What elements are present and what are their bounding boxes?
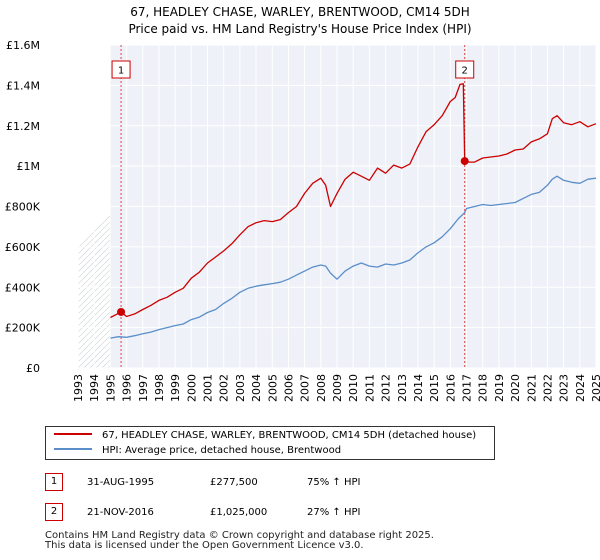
- x-tick-label: 2017: [461, 374, 474, 402]
- x-tick-label: 2023: [558, 374, 571, 402]
- sale-point-marker: [460, 157, 469, 166]
- x-tick-label: 2020: [509, 374, 522, 402]
- legend-label-hpi: HPI: Average price, detached house, Bren…: [102, 445, 342, 456]
- x-tick-label: 2024: [574, 374, 587, 402]
- transaction-hpi-change: 27% ↑ HPI: [307, 507, 361, 518]
- transaction-badge: 2: [45, 503, 63, 521]
- x-tick-label: 2005: [266, 374, 279, 402]
- legend-swatch-property: [54, 433, 92, 435]
- sale-point-marker: [117, 307, 126, 316]
- y-tick-label: £1.6M: [6, 39, 40, 52]
- x-tick-label: 2009: [331, 374, 344, 402]
- y-tick-label: £800K: [5, 201, 41, 214]
- y-tick-label: £1.4M: [6, 79, 40, 92]
- transaction-date: 21-NOV-2016: [87, 507, 154, 518]
- x-tick-label: 2022: [541, 374, 554, 402]
- hatch-line: [78, 311, 111, 345]
- chart-subtitle: Price paid vs. HM Land Registry's House …: [128, 22, 472, 36]
- x-tick-label: 2015: [428, 374, 441, 402]
- hatch-line: [78, 287, 111, 321]
- series-line-property: [110, 83, 597, 319]
- x-tick-label: 1993: [72, 374, 85, 402]
- hatch-line: [78, 293, 111, 327]
- x-tick-label: 2012: [380, 374, 393, 402]
- y-tick-label: £200K: [5, 322, 41, 335]
- x-tick-label: 2001: [202, 374, 215, 402]
- x-tick-label: 2016: [444, 374, 457, 402]
- annotation-badge: [111, 60, 131, 79]
- x-tick-label: 2008: [315, 374, 328, 402]
- chart-title-block: 67, HEADLEY CHASE, WARLEY, BRENTWOOD, CM…: [0, 4, 600, 38]
- x-tick-label: 2000: [185, 374, 198, 402]
- annotation-badge-label: 2: [462, 66, 468, 77]
- x-tick-label: 1995: [104, 374, 117, 402]
- x-tick-label: 2010: [347, 374, 360, 402]
- transaction-price: £277,500: [210, 477, 258, 488]
- y-tick-label: £1.2M: [6, 120, 40, 133]
- legend-item-hpi: HPI: Average price, detached house, Bren…: [54, 443, 341, 459]
- x-tick-label: 2007: [299, 374, 312, 402]
- legend: 67, HEADLEY CHASE, WARLEY, BRENTWOOD, CM…: [45, 426, 495, 460]
- annotation-badge: [455, 60, 475, 79]
- x-tick-label: 1999: [169, 374, 182, 402]
- legend-item-property: 67, HEADLEY CHASE, WARLEY, BRENTWOOD, CM…: [54, 428, 476, 444]
- chart-title: 67, HEADLEY CHASE, WARLEY, BRENTWOOD, CM…: [130, 5, 470, 19]
- x-tick-label: 2002: [218, 374, 231, 402]
- transaction-hpi-change: 75% ↑ HPI: [307, 477, 361, 488]
- x-tick-label: 2013: [396, 374, 409, 402]
- series-line-hpi: [110, 175, 597, 339]
- x-tick-label: 2004: [250, 374, 263, 402]
- x-tick-label: 1996: [121, 374, 134, 402]
- y-tick-label: £400K: [5, 281, 41, 294]
- footer-copyright: Contains HM Land Registry data © Crown c…: [45, 530, 434, 541]
- y-tick-label: £600K: [5, 241, 41, 254]
- x-tick-label: 1994: [88, 374, 101, 402]
- footer: Contains HM Land Registry data © Crown c…: [45, 531, 434, 551]
- legend-swatch-hpi: [54, 448, 92, 450]
- x-tick-label: 2025: [590, 374, 600, 402]
- x-tick-label: 2003: [234, 374, 247, 402]
- x-tick-label: 1998: [153, 374, 166, 402]
- x-tick-label: 2018: [477, 374, 490, 402]
- footer-licence: This data is licensed under the Open Gov…: [45, 540, 364, 551]
- legend-label-property: 67, HEADLEY CHASE, WARLEY, BRENTWOOD, CM…: [102, 430, 477, 441]
- x-tick-label: 2014: [412, 374, 425, 402]
- price-chart: 1 2 £0 £200K £400K £600K £800K £1M £1.2M £1.4M £1…: [5, 39, 600, 402]
- y-tick-label: £0: [26, 362, 40, 375]
- transaction-date: 31-AUG-1995: [87, 477, 155, 488]
- hatch-line: [78, 299, 111, 333]
- hatch-line: [78, 305, 111, 339]
- y-tick-label: £1M: [17, 160, 41, 173]
- x-tick-label: 2021: [525, 374, 538, 402]
- transaction-badge: 1: [45, 473, 63, 491]
- x-tick-label: 2011: [363, 374, 376, 402]
- transaction-price: £1,025,000: [210, 507, 268, 518]
- annotation-badge-label: 1: [118, 66, 124, 77]
- x-tick-label: 2006: [282, 374, 295, 402]
- x-tick-label: 2019: [493, 374, 506, 402]
- x-tick-label: 1997: [137, 374, 150, 402]
